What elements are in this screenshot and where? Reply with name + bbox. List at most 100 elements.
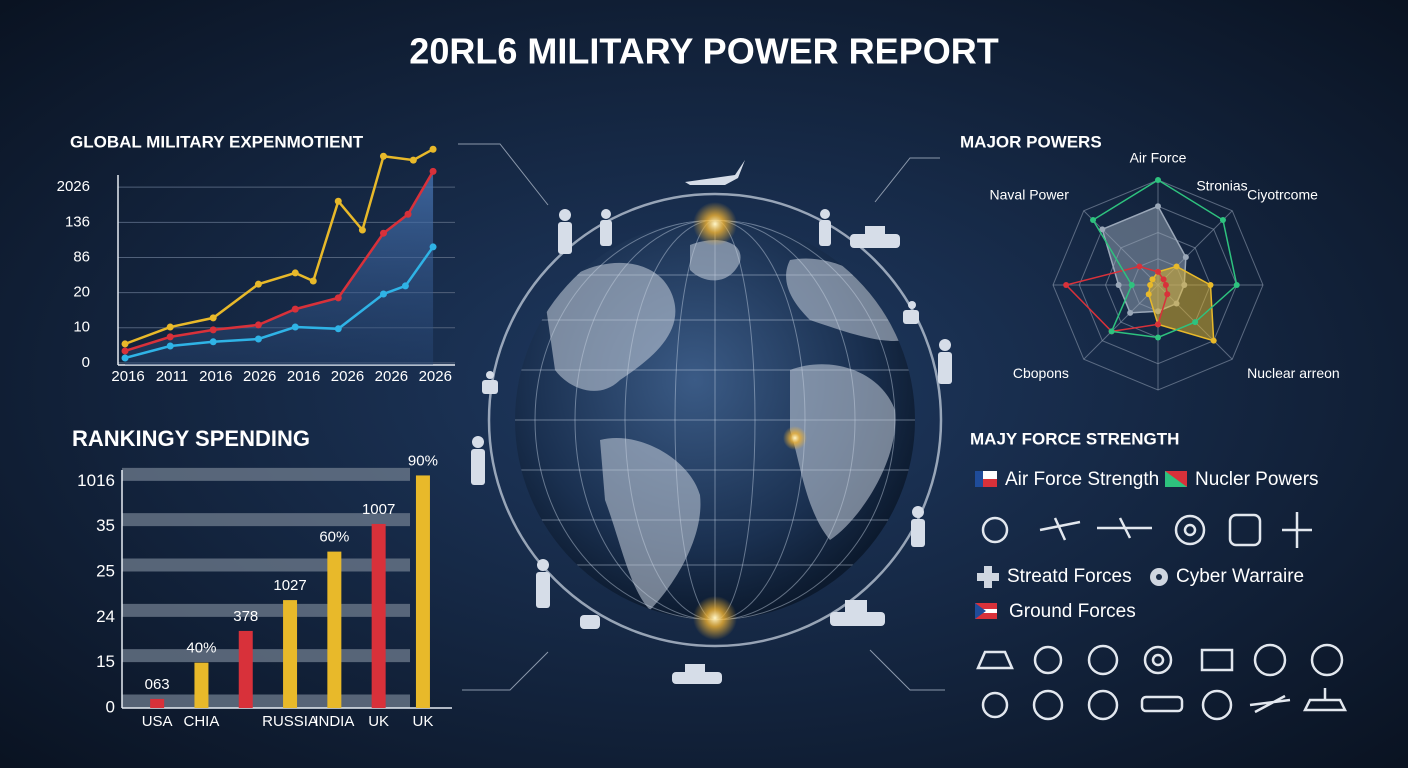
point [209, 338, 217, 346]
bar [238, 630, 253, 708]
panel-title: MAJY FORCE STRENGTH [970, 429, 1179, 448]
y-tick-label: 2026 [57, 178, 90, 195]
point [429, 167, 437, 175]
legend-label: Ground Forces [1009, 601, 1136, 622]
x-tick-label: 2026 [243, 368, 276, 385]
y-tick-label: 35 [96, 516, 115, 535]
point [1192, 319, 1199, 326]
point [358, 226, 366, 234]
point [401, 282, 409, 290]
axis-label: Air Force [1130, 150, 1187, 166]
point [1127, 309, 1134, 316]
x-tick-label: UK [368, 713, 389, 730]
point [404, 210, 412, 218]
point [1155, 321, 1161, 328]
y-tick-label: 0 [106, 697, 115, 716]
x-tick-label: 2016 [199, 368, 232, 385]
point [291, 305, 299, 313]
point [209, 314, 217, 322]
point [334, 325, 342, 333]
x-tick-label: 2011 [156, 368, 188, 385]
bar [371, 523, 386, 708]
bar [194, 662, 209, 708]
point [166, 333, 174, 341]
point [1099, 226, 1106, 233]
y-tick-label: 136 [65, 213, 90, 230]
point [379, 290, 387, 298]
point [1155, 177, 1161, 183]
point [429, 145, 437, 153]
page-title: 20RL6 MILITARY POWER REPORT [409, 31, 998, 72]
point [1155, 334, 1161, 341]
point [121, 354, 129, 362]
point [1128, 282, 1135, 288]
point [1155, 268, 1161, 275]
point [1090, 217, 1097, 224]
point [334, 294, 342, 302]
bar-annotation: 378 [233, 608, 258, 625]
unit-icons [471, 160, 952, 684]
legend-label: Cyber Warraire [1176, 566, 1304, 587]
legend-label: Air Force Strength [1005, 469, 1159, 490]
point [379, 229, 387, 237]
point [121, 347, 129, 355]
point [1145, 291, 1152, 298]
x-tick-label: 2026 [375, 368, 408, 385]
point [1147, 282, 1154, 288]
x-tick-label: 2026 [419, 368, 452, 385]
point [1155, 203, 1161, 210]
point [1173, 263, 1180, 270]
globe [487, 192, 943, 648]
point [209, 326, 217, 334]
chart-title: GLOBAL MILITARY EXPENMOTIENT [70, 132, 364, 151]
x-tick-label: INDIA [314, 713, 354, 730]
y-tick-label: 10 [73, 319, 90, 336]
point [254, 280, 262, 288]
x-tick-label: 2016 [111, 368, 144, 385]
bar [327, 551, 342, 708]
y-tick-label: 86 [73, 248, 90, 265]
bar-annotation: 1007 [362, 501, 395, 518]
point [1136, 263, 1143, 270]
y-tick-label: 24 [96, 607, 115, 626]
x-tick-label: 2016 [287, 368, 320, 385]
chart-title: RANKINGY SPENDING [72, 426, 310, 451]
y-tick-label: 20 [73, 284, 90, 301]
axis-label: Nuclear arreon [1247, 365, 1340, 381]
point [1164, 291, 1171, 298]
point [1115, 282, 1122, 288]
point [429, 243, 437, 251]
legend-label: Streatd Forces [1007, 566, 1132, 587]
y-tick-label: 1016 [77, 471, 115, 490]
point [166, 323, 174, 331]
point [1108, 328, 1115, 335]
point [254, 335, 262, 343]
point [1149, 276, 1156, 283]
point [379, 152, 387, 160]
force-icons [976, 512, 1348, 721]
x-tick-label: RUSSIA [262, 713, 318, 730]
point [1210, 337, 1217, 344]
x-tick-label: 2026 [331, 368, 364, 385]
point [1219, 217, 1226, 224]
x-tick-label: USA [142, 713, 173, 730]
point [291, 269, 299, 277]
x-tick-label: CHIA [184, 713, 220, 730]
bar [150, 698, 165, 708]
point [1233, 282, 1240, 288]
x-tick-label: UK [413, 713, 434, 730]
legend-swatches [975, 471, 1187, 619]
point [1162, 282, 1169, 288]
point [1182, 254, 1189, 261]
axis-label: Naval Power [990, 187, 1070, 203]
y-tick-label: 25 [96, 561, 115, 580]
point [334, 197, 342, 205]
point [1207, 282, 1214, 288]
connectors [458, 143, 945, 691]
chart-title: MAJOR POWERS [960, 132, 1102, 151]
bar-annotation: 90% [408, 452, 438, 469]
legend-label: Nucler Powers [1195, 469, 1319, 490]
bar [415, 475, 430, 708]
bar-annotation: 1027 [273, 577, 306, 594]
bar [283, 600, 298, 708]
